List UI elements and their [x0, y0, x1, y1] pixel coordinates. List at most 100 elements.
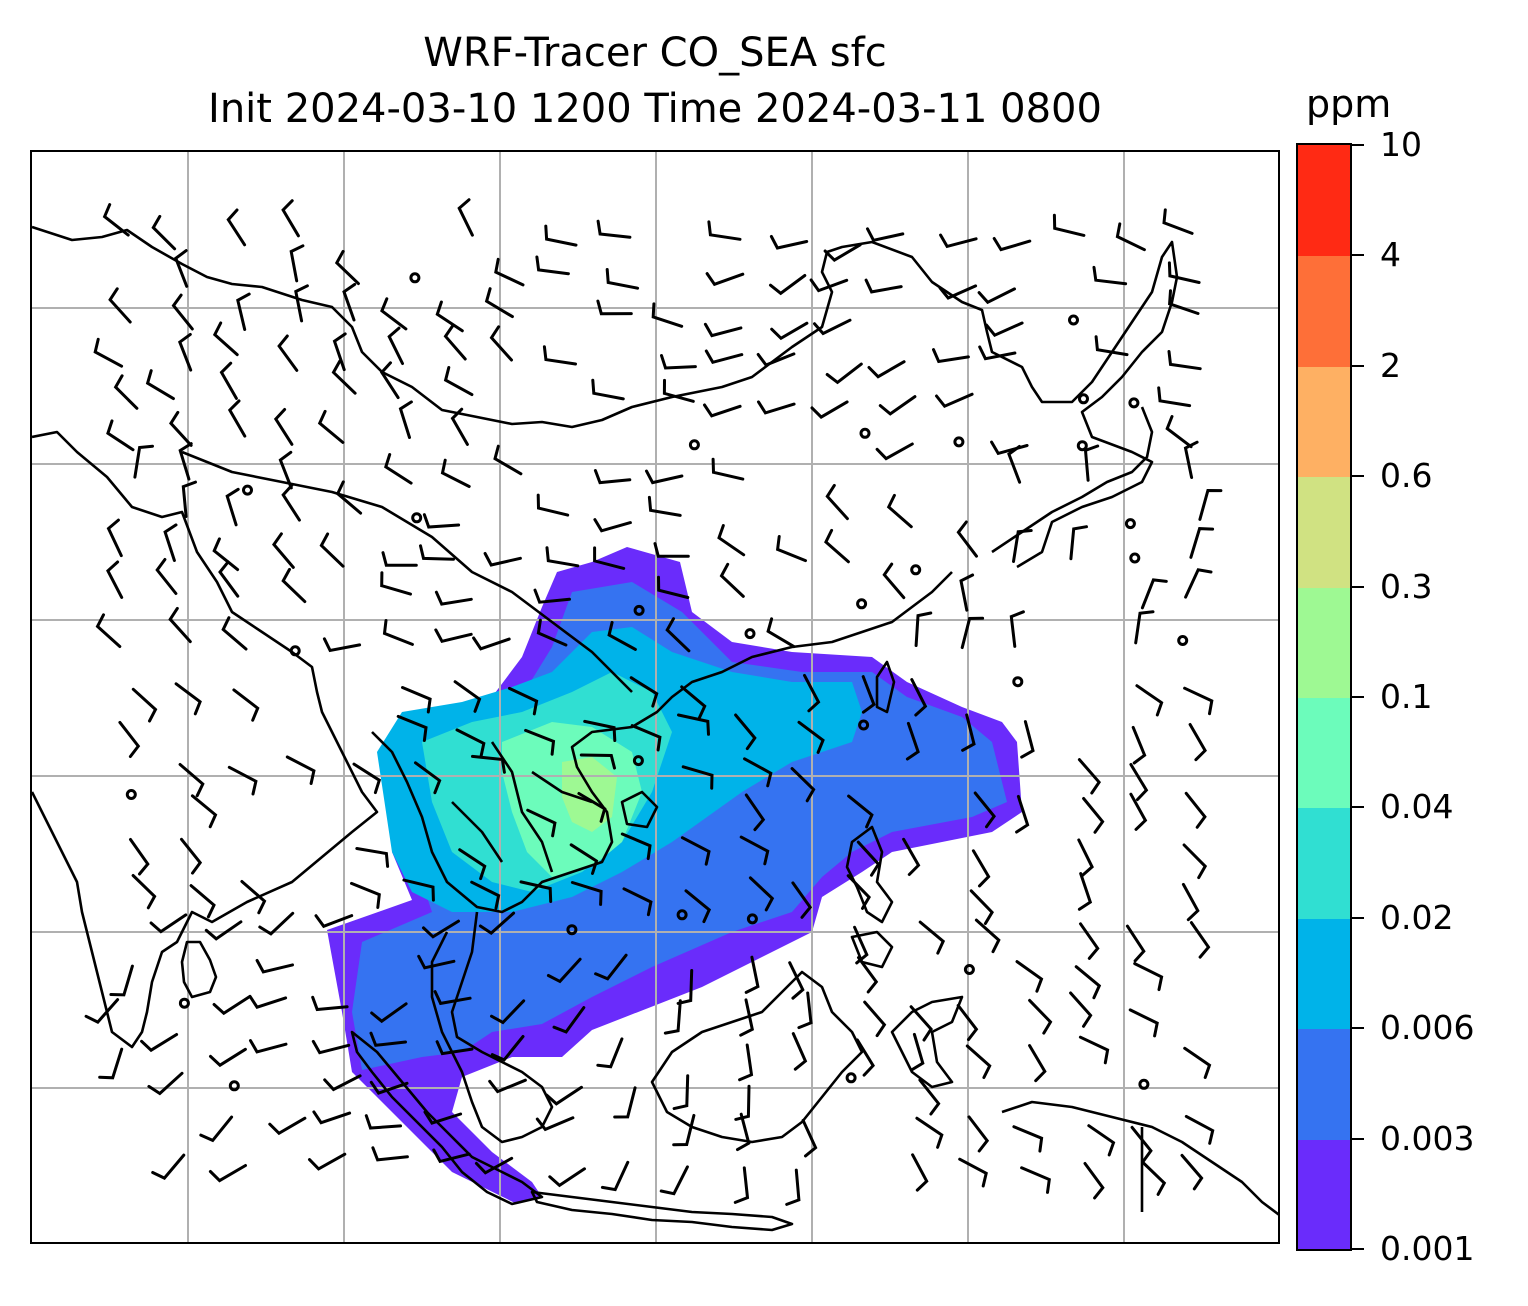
wind-barb — [733, 1166, 750, 1204]
wind-barb — [113, 374, 139, 410]
wind-barb — [95, 613, 122, 648]
wind-barb — [542, 345, 577, 366]
wind-barb — [657, 575, 690, 599]
wind-barb — [1082, 797, 1105, 834]
colorbar-tick — [1352, 1248, 1364, 1250]
wind-barb — [199, 1115, 234, 1143]
wind-barb — [396, 714, 428, 742]
wind-barb — [629, 676, 659, 708]
colorbar-segment — [1298, 476, 1350, 588]
wind-barb — [932, 348, 970, 364]
wind-barb — [914, 611, 933, 647]
calm-wind-marker — [676, 909, 688, 921]
wind-barb — [204, 920, 243, 941]
wind-barb — [739, 835, 770, 866]
wind-barb — [791, 881, 813, 919]
wind-barb — [579, 753, 616, 770]
coastline-hainan — [620, 790, 659, 829]
wind-barb — [620, 832, 652, 861]
wind-barb — [977, 287, 1016, 305]
wind-barb — [281, 567, 307, 604]
wind-barb — [434, 628, 473, 644]
colorbar-tick-label: 0.1 — [1380, 677, 1433, 716]
wind-barb — [168, 606, 192, 644]
wind-barb — [748, 876, 775, 912]
calm-wind-marker — [744, 628, 756, 640]
wind-barb — [797, 720, 825, 754]
wind-barb — [285, 755, 316, 785]
wind-barb — [249, 1039, 288, 1054]
colorbar-segment — [1298, 145, 1350, 257]
wind-barb — [736, 1112, 751, 1152]
coastline-indochina — [371, 571, 953, 914]
wind-barb — [569, 843, 599, 875]
wind-barb — [484, 287, 514, 319]
coastline-sri-lanka — [180, 940, 218, 999]
wind-barb — [1077, 872, 1093, 911]
wind-barb — [417, 954, 456, 970]
wind-barb — [1184, 568, 1213, 599]
wind-barb — [180, 837, 203, 875]
wind-barb — [364, 1114, 402, 1130]
wind-barb — [717, 524, 746, 557]
wind-barb — [422, 513, 461, 529]
wind-barb — [971, 849, 991, 888]
wind-barb — [221, 616, 248, 651]
wind-barb — [450, 407, 469, 446]
wind-barb — [524, 728, 556, 756]
calm-wind-marker — [845, 1072, 857, 1084]
calm-wind-marker — [910, 564, 922, 576]
wind-barb — [1189, 527, 1215, 559]
wind-barb — [1125, 924, 1146, 963]
wind-barb — [847, 794, 874, 829]
wind-barb — [272, 532, 295, 569]
wind-barb — [129, 838, 150, 876]
wind-barb — [232, 688, 260, 722]
wind-barb — [478, 911, 516, 935]
colorbar-tick — [1352, 144, 1364, 146]
colorbar-tick — [1352, 585, 1364, 588]
wind-barb — [379, 361, 400, 400]
wind-barb — [317, 409, 345, 444]
colorbar-tick — [1352, 1137, 1364, 1140]
wind-barb — [803, 673, 821, 713]
wind-barb — [380, 571, 412, 596]
wind-barb — [707, 220, 742, 241]
wind-barb — [109, 964, 134, 997]
coastline-india — [32, 430, 379, 1049]
colorbar-tick — [1352, 254, 1364, 257]
wind-barb — [1078, 1035, 1110, 1065]
wind-barb — [711, 457, 745, 481]
wind-barb — [533, 588, 571, 604]
wind-barb — [961, 713, 976, 752]
wind-barb — [145, 369, 175, 401]
wind-barb — [1077, 758, 1101, 795]
wind-barb — [277, 334, 299, 372]
wind-barb — [703, 403, 742, 418]
wind-barb — [797, 991, 813, 1030]
calm-wind-marker — [1138, 1078, 1150, 1090]
wind-barb — [536, 493, 570, 517]
wind-barb — [355, 847, 390, 868]
wind-barb — [680, 685, 707, 720]
wind-barb — [734, 1084, 751, 1121]
wind-barb — [855, 1038, 875, 1077]
wind-barb — [548, 1167, 586, 1188]
calm-wind-marker — [858, 719, 870, 731]
wind-barb — [788, 961, 805, 1000]
wind-barb — [483, 552, 522, 567]
wind-barb — [992, 237, 1032, 252]
wind-barb — [770, 321, 809, 341]
border-china-interior — [181, 450, 633, 693]
colorbar-tick — [1352, 475, 1364, 478]
wind-barb — [1135, 684, 1164, 717]
calm-wind-marker — [566, 924, 578, 936]
wind-barb — [1165, 415, 1193, 449]
calm-wind-marker — [632, 755, 644, 767]
wind-barb — [108, 287, 132, 324]
wind-barb — [314, 914, 354, 929]
wind-barb — [174, 682, 202, 716]
colorbar-tick-label: 0.3 — [1380, 566, 1433, 606]
colorbar-tick-label: 0.6 — [1380, 456, 1433, 496]
wind-barb — [744, 955, 760, 994]
